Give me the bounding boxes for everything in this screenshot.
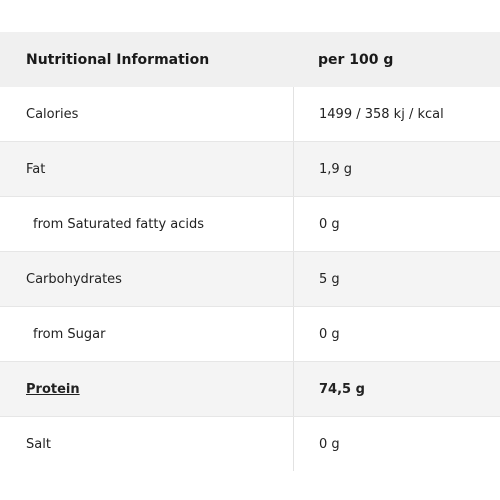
nutrient-value: 0 g bbox=[293, 197, 500, 251]
table-row-carbohydrates: Carbohydrates 5 g bbox=[0, 252, 500, 307]
header-nutritional-information: Nutritional Information bbox=[26, 51, 210, 68]
nutrient-name: Salt bbox=[26, 436, 51, 452]
nutrient-value: 0 g bbox=[293, 417, 500, 471]
nutrient-value: 0 g bbox=[293, 307, 500, 361]
header-per-100g: per 100 g bbox=[318, 51, 394, 68]
nutrient-name: Fat bbox=[26, 161, 46, 177]
nutrient-name: Carbohydrates bbox=[26, 271, 122, 287]
nutrient-value: 5 g bbox=[293, 252, 500, 306]
nutrient-name: Calories bbox=[26, 106, 79, 122]
nutrient-name: from Sugar bbox=[33, 326, 106, 342]
table-row-protein: Protein 74,5 g bbox=[0, 362, 500, 417]
table-row-sugar: from Sugar 0 g bbox=[0, 307, 500, 362]
table-row-saturated-fatty-acids: from Saturated fatty acids 0 g bbox=[0, 197, 500, 252]
table-row-fat: Fat 1,9 g bbox=[0, 142, 500, 197]
table-header-row: Nutritional Information per 100 g bbox=[0, 32, 500, 87]
nutrient-value: 1,9 g bbox=[293, 142, 500, 196]
nutrient-value-highlighted: 74,5 g bbox=[293, 362, 500, 416]
nutrition-table: Nutritional Information per 100 g Calori… bbox=[0, 32, 500, 471]
table-row-salt: Salt 0 g bbox=[0, 417, 500, 471]
table-row-calories: Calories 1499 / 358 kj / kcal bbox=[0, 87, 500, 142]
nutrient-name: from Saturated fatty acids bbox=[33, 216, 205, 232]
nutrient-value: 1499 / 358 kj / kcal bbox=[293, 87, 500, 141]
nutrient-name-highlighted: Protein bbox=[26, 381, 80, 397]
